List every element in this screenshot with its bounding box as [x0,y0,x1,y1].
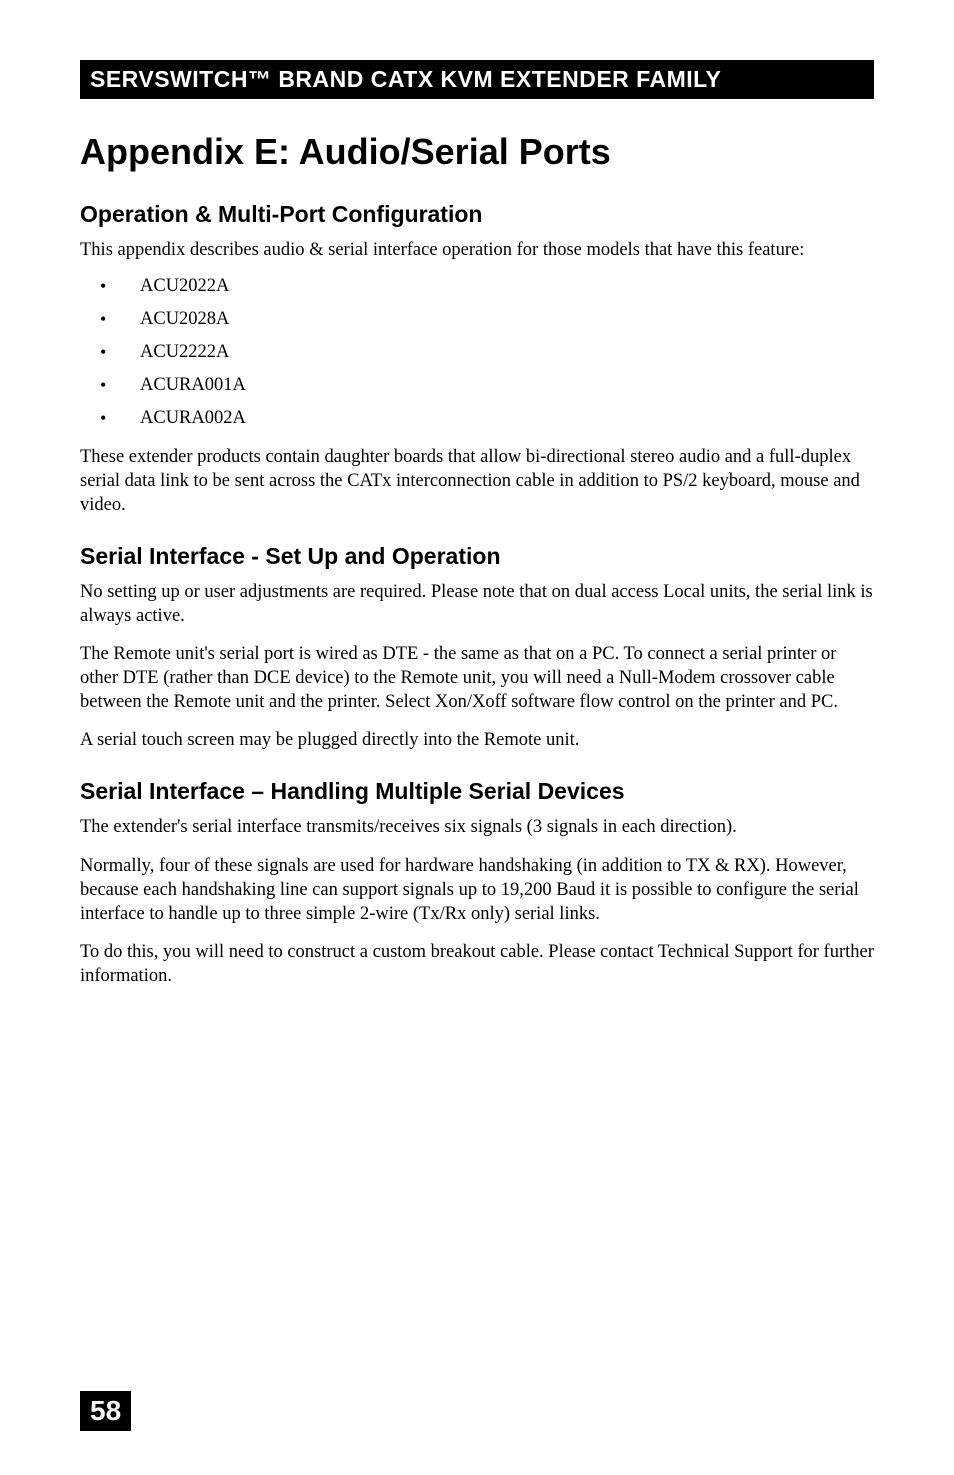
section2-para1: No setting up or user adjustments are re… [80,580,874,628]
document-page: SERVSWITCH™ BRAND CATX KVM EXTENDER FAMI… [0,0,954,1475]
list-item: ACU2222A [80,342,874,363]
section2-para3: A serial touch screen may be plugged dir… [80,728,874,752]
page-header-bar: SERVSWITCH™ BRAND CATX KVM EXTENDER FAMI… [80,60,874,99]
section-heading-multiple-devices: Serial Interface – Handling Multiple Ser… [80,778,874,805]
header-title: SERVSWITCH™ BRAND CATX KVM EXTENDER FAMI… [90,66,721,92]
section3-para3: To do this, you will need to construct a… [80,940,874,988]
section2-para2: The Remote unit's serial port is wired a… [80,642,874,714]
list-item: ACURA002A [80,408,874,429]
section1-intro: This appendix describes audio & serial i… [80,238,874,262]
list-item: ACU2022A [80,276,874,297]
model-list: ACU2022A ACU2028A ACU2222A ACURA001A ACU… [80,276,874,429]
section3-para1: The extender's serial interface transmit… [80,815,874,839]
section3-para2: Normally, four of these signals are used… [80,854,874,926]
appendix-title: Appendix E: Audio/Serial Ports [80,131,874,173]
section-heading-serial-setup: Serial Interface - Set Up and Operation [80,543,874,570]
section-heading-operation: Operation & Multi-Port Configuration [80,201,874,228]
list-item: ACURA001A [80,375,874,396]
page-number-badge: 58 [80,1391,131,1431]
list-item: ACU2028A [80,309,874,330]
section1-para: These extender products contain daughter… [80,445,874,517]
page-number: 58 [90,1395,121,1426]
